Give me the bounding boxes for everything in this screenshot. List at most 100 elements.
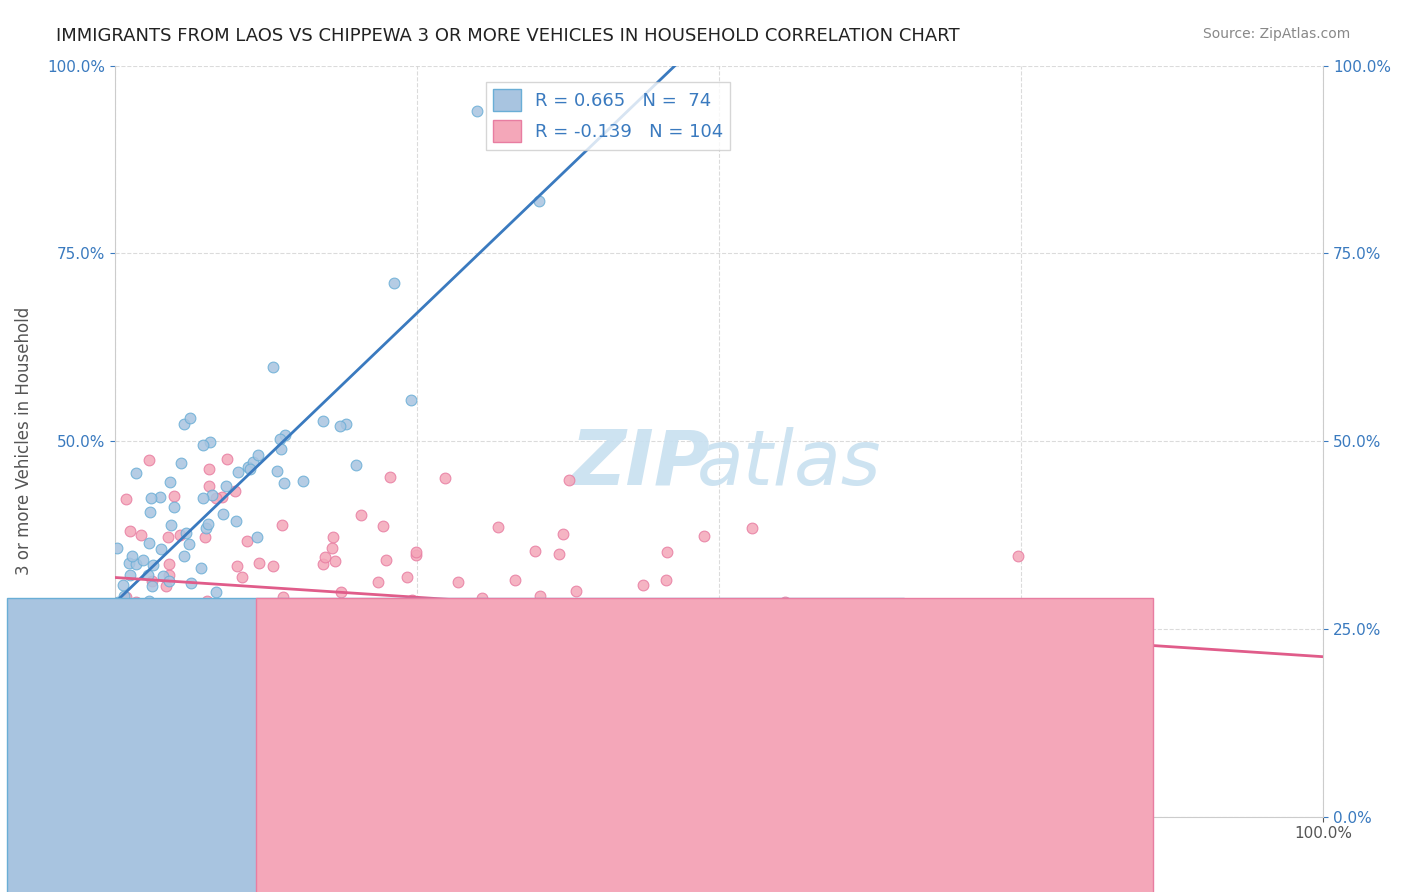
Point [344, 458, 367, 473]
Point [179, 410, 201, 425]
Point [254, 627, 277, 641]
Point [262, 558, 284, 573]
Point [169, 528, 191, 542]
Point [157, 567, 180, 582]
Point [139, 505, 162, 519]
Point [159, 475, 181, 490]
Point [107, 674, 129, 689]
Point [270, 596, 292, 610]
Point [321, 541, 343, 555]
Point [308, 681, 330, 695]
Point [399, 393, 422, 408]
Point [558, 473, 581, 487]
Point [152, 569, 174, 583]
Point [273, 591, 295, 605]
Point [121, 623, 143, 637]
Point [200, 624, 222, 638]
Point [550, 719, 572, 733]
Y-axis label: 3 or more Vehicles in Household: 3 or more Vehicles in Household [15, 307, 32, 575]
Point [657, 545, 679, 559]
Point [219, 690, 242, 705]
Point [655, 574, 678, 588]
Point [773, 595, 796, 609]
Point [569, 598, 592, 612]
Text: Chippewa: Chippewa [711, 858, 793, 876]
Point [387, 605, 409, 619]
Point [596, 662, 619, 676]
Point [692, 529, 714, 543]
Point [614, 696, 637, 710]
Point [290, 610, 312, 624]
Point [548, 547, 571, 561]
Point [141, 579, 163, 593]
Point [290, 615, 312, 629]
Point [142, 678, 165, 692]
Point [350, 508, 373, 523]
Point [150, 542, 173, 557]
Point [335, 417, 357, 432]
Point [503, 573, 526, 587]
Point [112, 647, 135, 661]
Point [433, 471, 456, 485]
Point [678, 629, 700, 643]
Point [329, 418, 352, 433]
Point [112, 639, 135, 653]
Point [125, 466, 148, 480]
Point [463, 699, 485, 714]
Point [551, 527, 574, 541]
Point [396, 570, 419, 584]
Point [225, 559, 247, 574]
Point [793, 628, 815, 642]
Point [162, 500, 184, 514]
Text: Source: ZipAtlas.com: Source: ZipAtlas.com [1202, 27, 1350, 41]
Point [554, 614, 576, 628]
Point [198, 462, 221, 476]
Point [312, 414, 335, 428]
Point [239, 462, 262, 476]
Point [269, 432, 291, 446]
Point [163, 489, 186, 503]
Point [225, 514, 247, 528]
Point [114, 492, 136, 507]
Point [194, 530, 217, 544]
Point [231, 570, 253, 584]
Point [405, 545, 427, 559]
Point [107, 594, 129, 608]
Point [447, 575, 470, 590]
Point [427, 658, 450, 673]
Point [173, 417, 195, 431]
Point [247, 660, 270, 674]
Point [242, 455, 264, 469]
Point [108, 604, 131, 618]
Point [124, 595, 146, 609]
Point [118, 556, 141, 570]
Point [314, 549, 336, 564]
Point [350, 665, 373, 680]
Point [142, 622, 165, 636]
Point [773, 604, 796, 618]
Point [149, 490, 172, 504]
Legend: R = 0.665   N =  74, R = -0.139   N = 104: R = 0.665 N = 74, R = -0.139 N = 104 [486, 82, 731, 150]
Point [418, 667, 440, 681]
Point [312, 558, 335, 572]
Point [215, 479, 238, 493]
Point [262, 359, 284, 374]
Point [560, 673, 582, 688]
Point [170, 456, 193, 470]
Point [114, 695, 136, 709]
Point [141, 612, 163, 626]
Point [458, 718, 481, 732]
Point [142, 558, 165, 573]
Point [405, 548, 427, 562]
Point [211, 490, 233, 504]
Point [121, 549, 143, 563]
Point [291, 474, 314, 488]
Point [301, 598, 323, 612]
Point [378, 469, 401, 483]
Point [198, 435, 221, 450]
Point [224, 484, 246, 499]
Point [330, 585, 353, 599]
Point [322, 530, 344, 544]
Point [131, 552, 153, 566]
Point [115, 590, 138, 604]
